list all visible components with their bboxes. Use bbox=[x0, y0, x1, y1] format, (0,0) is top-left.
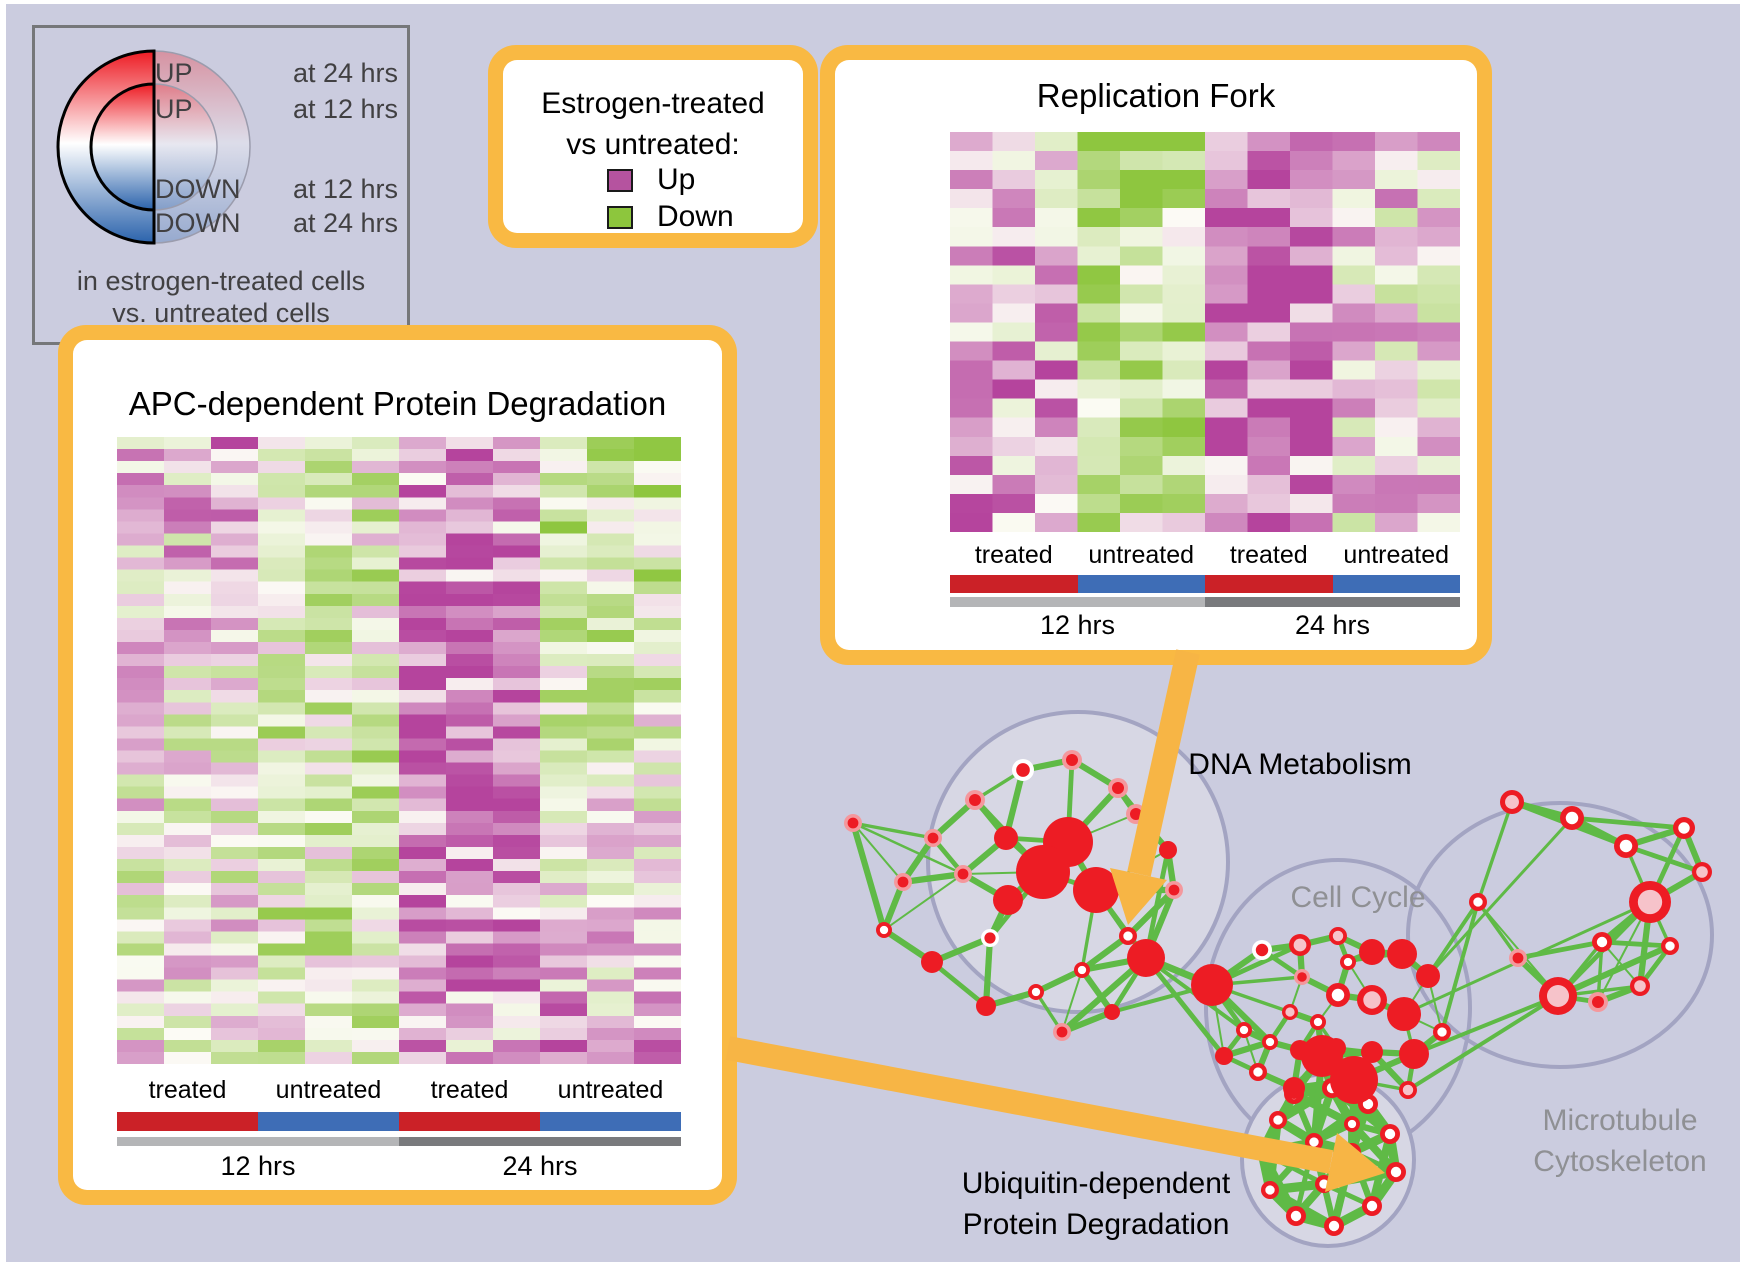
ring-legend-row: DOWN at 24 hrs bbox=[155, 208, 398, 239]
direction-label: UP bbox=[155, 94, 193, 124]
replication-fork-heatmap bbox=[950, 132, 1460, 532]
untreated-bar bbox=[258, 1112, 399, 1131]
legend-card bbox=[503, 60, 803, 233]
ring-legend-row: UP at 24 hrs bbox=[155, 58, 398, 89]
legend-item-label: Down bbox=[657, 200, 734, 233]
caption-line1: in estrogen-treated cells bbox=[76, 266, 366, 296]
label-line: Cytoskeleton bbox=[1533, 1145, 1707, 1178]
direction-label: DOWN bbox=[155, 208, 241, 238]
group-label-treated: treated bbox=[1229, 541, 1308, 569]
label-line: Microtubule bbox=[1542, 1104, 1698, 1137]
treated-bar bbox=[950, 575, 1078, 593]
group-label-treated: treated bbox=[148, 1076, 227, 1104]
legend-item-down: Down bbox=[607, 200, 734, 234]
updown-ring-legend: UP at 24 hrs UP at 12 hrs DOWN at 12 hrs DOWN a… bbox=[32, 25, 410, 345]
label-line: Ubiquitin-dependent bbox=[961, 1167, 1231, 1200]
legend-title-line2: vs untreated: bbox=[566, 128, 740, 161]
cluster-label-microtubule-cytoskeleton: Microtubule Cytoskeleton bbox=[1480, 1100, 1750, 1182]
up-swatch-icon bbox=[607, 168, 633, 192]
time-label-12hrs: 12 hrs bbox=[220, 1151, 296, 1181]
replication-fork-panel: Replication Fork treated untreated treated… bbox=[820, 45, 1492, 665]
direction-label: UP bbox=[155, 58, 193, 88]
legend-title: Estrogen-treated vs untreated: bbox=[488, 83, 818, 165]
untreated-bar bbox=[1332, 575, 1460, 593]
time-label-12hrs: 12 hrs bbox=[1039, 610, 1116, 640]
time-bar-24hrs bbox=[399, 1137, 681, 1146]
label-line: Protein Degradation bbox=[962, 1208, 1230, 1241]
treated-bar bbox=[117, 1112, 258, 1131]
down-swatch-icon bbox=[607, 205, 633, 229]
untreated-bar bbox=[1077, 575, 1205, 593]
treated-bar bbox=[1205, 575, 1333, 593]
ring-gradient-icon bbox=[56, 49, 251, 245]
ring-legend-row: DOWN at 12 hrs bbox=[155, 174, 398, 205]
legend-item-label: Up bbox=[657, 163, 696, 196]
group-label-treated: treated bbox=[430, 1076, 509, 1104]
group-label-treated: treated bbox=[974, 541, 1053, 569]
time-label-24hrs: 24 hrs bbox=[502, 1151, 578, 1181]
time-label: at 12 hrs bbox=[292, 174, 398, 204]
time-bar-12hrs bbox=[950, 597, 1205, 607]
ring-legend-caption: in estrogen-treated cells vs. untreated … bbox=[35, 265, 407, 329]
apc-panel: APC-dependent Protein Degradation treate… bbox=[58, 325, 737, 1205]
group-label-untreated: untreated bbox=[1088, 541, 1195, 569]
time-label: at 24 hrs bbox=[292, 208, 398, 238]
legend-item-up: Up bbox=[607, 163, 695, 197]
direction-label: DOWN bbox=[155, 174, 241, 204]
legend-title-line1: Estrogen-treated bbox=[541, 87, 765, 120]
replication-fork-title: Replication Fork bbox=[1036, 77, 1276, 114]
apc-title: APC-dependent Protein Degradation bbox=[128, 385, 667, 422]
time-label: at 24 hrs bbox=[292, 58, 398, 88]
cluster-label-cell-cycle: Cell Cycle bbox=[1290, 881, 1426, 914]
untreated-bar bbox=[540, 1112, 681, 1131]
time-bar-12hrs bbox=[117, 1137, 399, 1146]
time-label-24hrs: 24 hrs bbox=[1294, 610, 1371, 640]
apc-heatmap bbox=[117, 437, 681, 1064]
cluster-label-ubiquitin-degradation: Ubiquitin-dependent Protein Degradation bbox=[946, 1163, 1246, 1245]
caption-line2: vs. untreated cells bbox=[112, 298, 330, 328]
group-label-untreated: untreated bbox=[275, 1076, 382, 1104]
updown-color-legend: Estrogen-treated vs untreated: Up Down bbox=[488, 45, 818, 248]
group-label-untreated: untreated bbox=[1343, 541, 1450, 569]
time-label: at 12 hrs bbox=[292, 94, 398, 124]
treated-bar bbox=[399, 1112, 540, 1131]
time-bar-24hrs bbox=[1205, 597, 1460, 607]
cluster-label-dna-metabolism: DNA Metabolism bbox=[1188, 748, 1412, 781]
group-label-untreated: untreated bbox=[557, 1076, 664, 1104]
ring-legend-row: UP at 12 hrs bbox=[155, 94, 398, 125]
